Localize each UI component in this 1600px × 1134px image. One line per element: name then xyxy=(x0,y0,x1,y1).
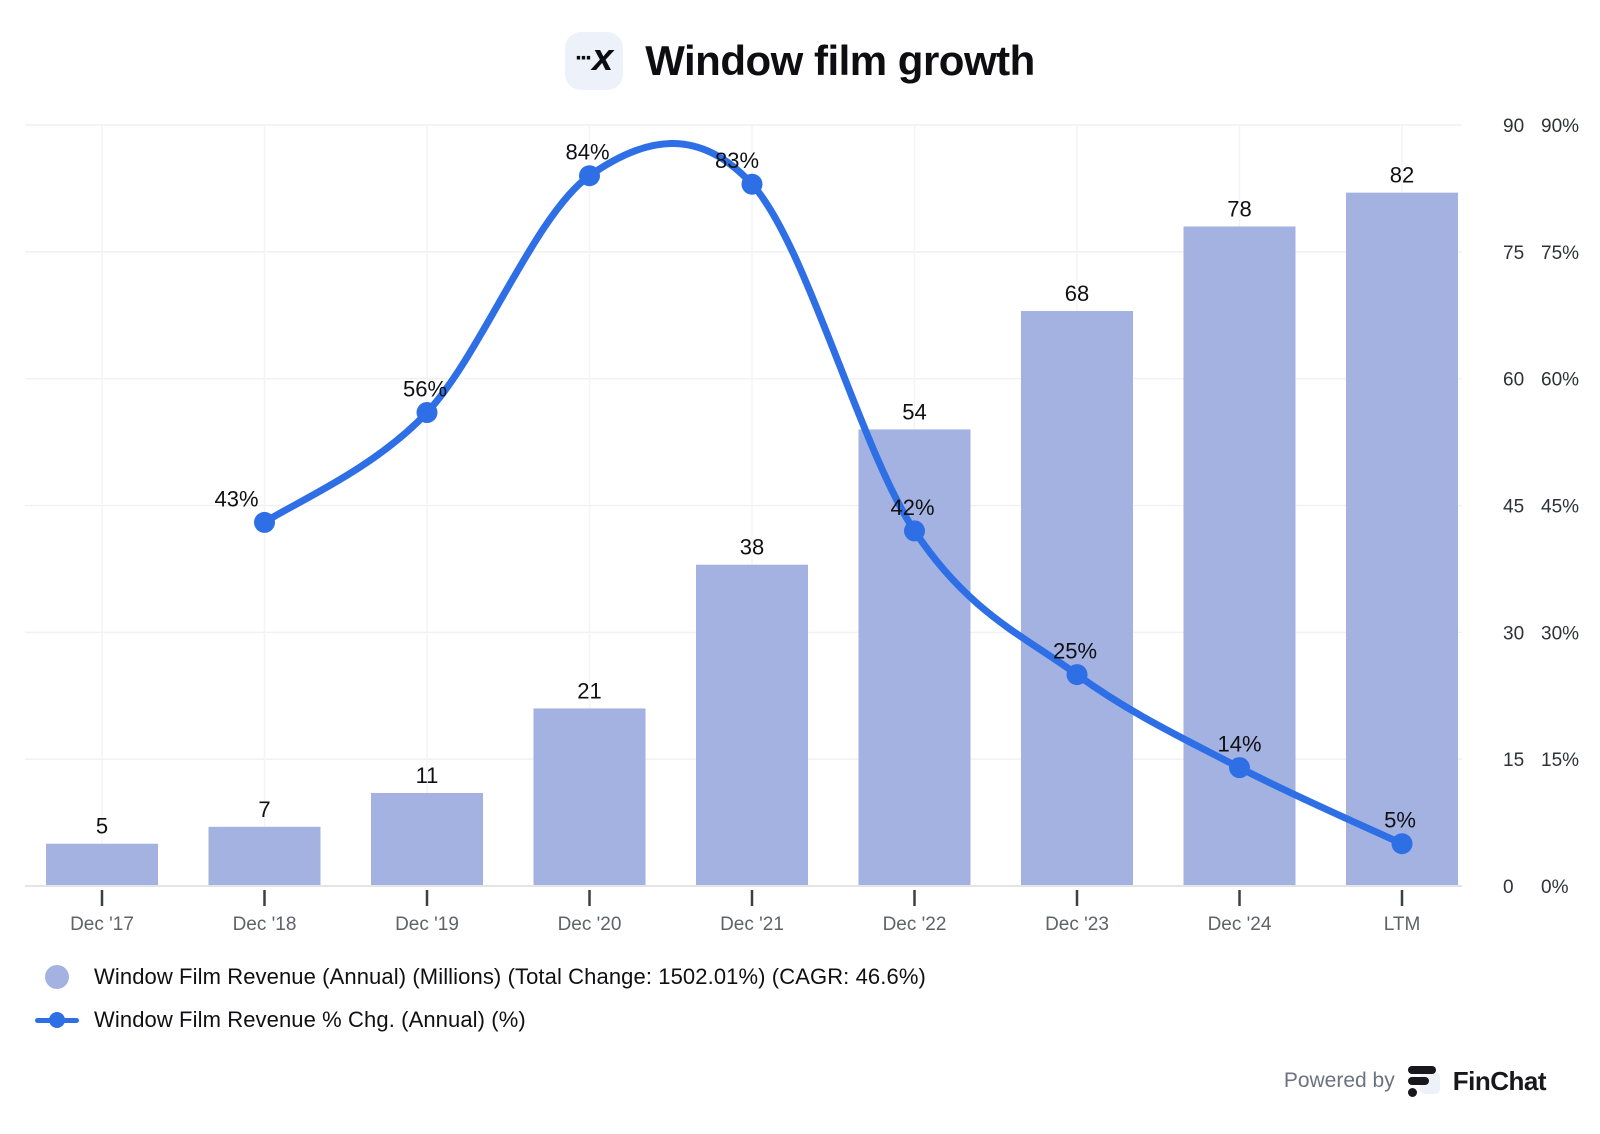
chart-header: ··· x Window film growth xyxy=(0,26,1600,96)
bar-value-label: 7 xyxy=(258,797,270,822)
x-axis-label: Dec '23 xyxy=(1045,914,1109,935)
legend-item-revenue[interactable]: Window Film Revenue (Annual) (Millions) … xyxy=(34,960,926,994)
y-axis-label-left: 90 xyxy=(1503,116,1524,137)
legend-marker-wrap xyxy=(34,965,80,989)
y-axis-label-right: 45% xyxy=(1541,497,1579,518)
line-point[interactable] xyxy=(1229,757,1250,779)
revenue-bar[interactable] xyxy=(696,564,808,886)
y-axis-label-right: 75% xyxy=(1541,243,1579,264)
x-axis-label: Dec '24 xyxy=(1208,914,1272,935)
line-point[interactable] xyxy=(1066,664,1088,686)
pct-value-label: 42% xyxy=(890,495,934,520)
bar-value-label: 82 xyxy=(1390,163,1414,188)
bar-value-label: 54 xyxy=(902,399,926,424)
y-axis-label-left: 0 xyxy=(1503,877,1514,898)
finchat-logo-icon xyxy=(1407,1065,1440,1097)
line-point[interactable] xyxy=(416,401,438,423)
y-axis-label-left: 60 xyxy=(1503,370,1524,391)
line-point[interactable] xyxy=(254,511,275,533)
bar-value-label: 21 xyxy=(577,678,601,703)
pct-value-label: 84% xyxy=(565,140,609,165)
legend-marker-wrap xyxy=(34,1017,80,1023)
x-axis-label: Dec '18 xyxy=(233,914,297,935)
footer-attribution: Powered by FinChat xyxy=(1283,1060,1547,1102)
x-axis-label: Dec '20 xyxy=(558,914,622,935)
finchat-brand-name[interactable]: FinChat xyxy=(1452,1065,1547,1096)
chart-area: Dec '17 Dec '18 Dec '19 Dec '20 Dec '21 Dec '… xyxy=(25,116,1579,935)
revenue-bar[interactable] xyxy=(208,826,321,886)
y-axis-label-right: 90% xyxy=(1541,116,1579,137)
page-title: Window film growth xyxy=(645,37,1035,84)
pct-value-label: 14% xyxy=(1217,732,1261,757)
revenue-bar[interactable] xyxy=(858,429,971,886)
chart-legend: Window Film Revenue (Annual) (Millions) … xyxy=(34,960,926,1037)
y-axis-label-right: 0% xyxy=(1541,877,1569,898)
pct-value-label: 83% xyxy=(715,148,759,173)
pct-change-line xyxy=(261,140,1406,848)
pct-value-label: 56% xyxy=(403,376,447,401)
line-point[interactable] xyxy=(741,173,763,195)
revenue-bar[interactable] xyxy=(533,708,646,886)
pct-change-legend-marker-icon xyxy=(35,1017,79,1023)
revenue-bar[interactable] xyxy=(46,843,158,886)
x-axis-label: Dec '19 xyxy=(395,914,459,935)
legend-label-pct-change: Window Film Revenue % Chg. (Annual) (%) xyxy=(94,1007,526,1032)
line-point[interactable] xyxy=(1391,833,1413,855)
xpel-logo-x: x xyxy=(592,37,614,79)
pct-value-label: 25% xyxy=(1053,639,1097,664)
powered-by-text: Powered by xyxy=(1283,1069,1395,1092)
xpel-logo-icon: ··· x xyxy=(565,32,624,90)
revenue-bar[interactable] xyxy=(371,792,483,886)
x-axis-label: LTM xyxy=(1384,914,1421,935)
legend-item-pct-change[interactable]: Window Film Revenue % Chg. (Annual) (%) xyxy=(34,1003,926,1037)
y-axis-label-right: 30% xyxy=(1541,623,1579,644)
x-axis-label: Dec '17 xyxy=(70,914,134,935)
bar-value-label: 5 xyxy=(96,814,108,839)
xpel-logo-dots: ··· xyxy=(575,45,593,72)
y-axis-label-left: 45 xyxy=(1503,497,1524,518)
y-axis-label-right: 15% xyxy=(1541,750,1579,771)
revenue-bar[interactable] xyxy=(1021,311,1133,886)
legend-label-revenue: Window Film Revenue (Annual) (Millions) … xyxy=(94,964,926,989)
y-axis-label-left: 15 xyxy=(1503,750,1524,771)
line-point[interactable] xyxy=(579,165,600,187)
y-axis-label-left: 30 xyxy=(1503,623,1524,644)
line-point[interactable] xyxy=(904,520,925,542)
revenue-bar[interactable] xyxy=(1346,192,1458,887)
revenue-legend-marker-icon xyxy=(45,965,69,989)
bar-value-label: 11 xyxy=(416,763,439,788)
y-axis-label-right: 60% xyxy=(1541,370,1579,391)
chart-canvas: Dec '17 Dec '18 Dec '19 Dec '20 Dec '21 Dec '… xyxy=(25,116,1579,935)
bar-value-label: 78 xyxy=(1227,196,1251,221)
x-axis-label: Dec '21 xyxy=(720,914,784,935)
pct-value-label: 5% xyxy=(1384,808,1416,833)
y-axis-label-left: 75 xyxy=(1503,243,1524,264)
bar-value-label: 68 xyxy=(1065,281,1089,306)
bar-value-label: 38 xyxy=(740,535,764,560)
x-axis-label: Dec '22 xyxy=(883,914,947,935)
pct-value-label: 43% xyxy=(214,486,258,511)
